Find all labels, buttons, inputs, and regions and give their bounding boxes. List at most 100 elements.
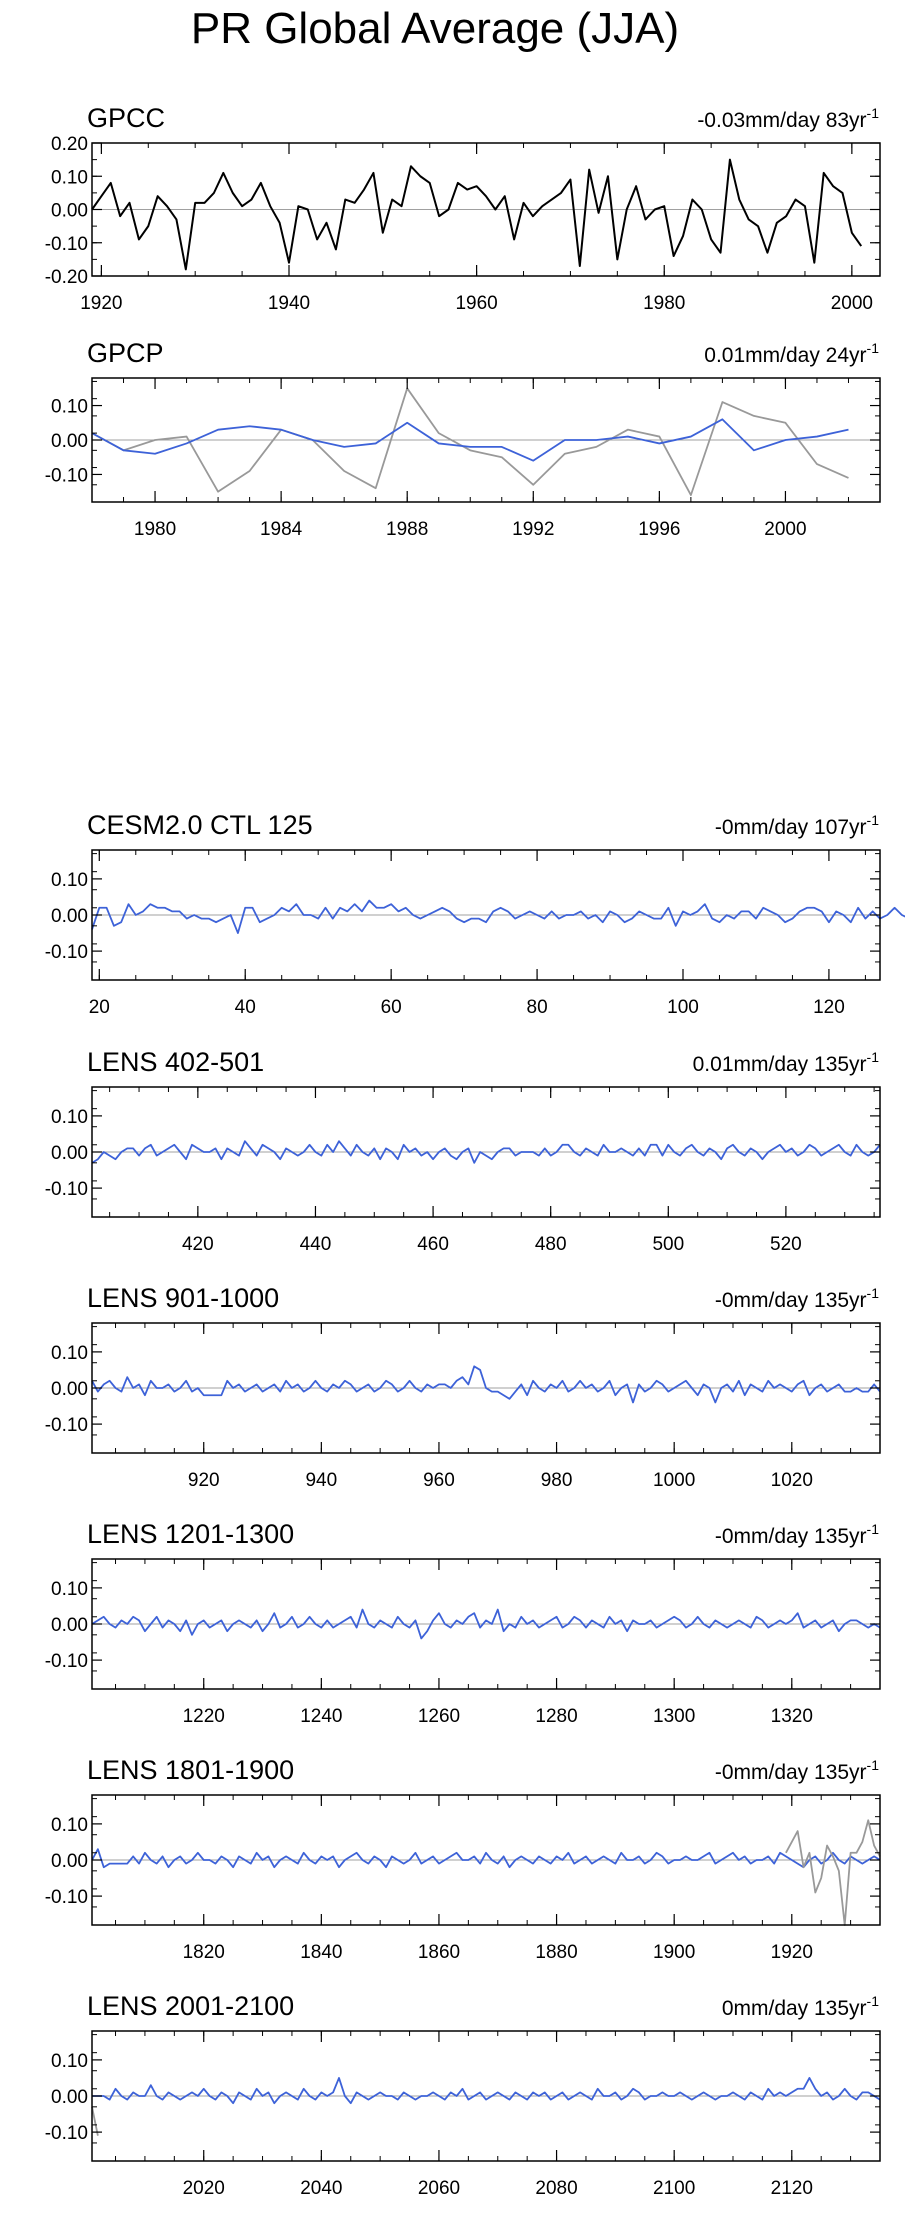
x-tick-label: 1320 [771,1706,813,1727]
y-tick-label: 0.10 [51,1107,88,1128]
series-line-0 [91,158,863,271]
y-tick-label: -0.10 [45,1415,88,1436]
y-tick-label: 0.10 [51,2051,88,2072]
trend-value: -0mm/day 107yr [715,816,867,839]
series-line-0 [91,1608,881,1640]
x-tick-label: 80 [527,997,548,1018]
x-tick-label: 1220 [183,1706,225,1727]
trend-value: -0mm/day 135yr [715,1289,867,1312]
x-tick-label: 1900 [653,1942,695,1963]
x-tick-label: 960 [423,1470,455,1491]
y-tick-label: -0.10 [45,234,88,255]
y-tick-label: -0.10 [45,942,88,963]
x-tick-label: 40 [235,997,256,1018]
panel-title: GPCP [87,338,164,368]
panel-2: CESM2.0 CTL 125 -0mm/day 107yr-1 0.10 0.00 -… [45,810,905,1018]
trend-value: 0mm/day 135yr [722,1997,867,2020]
x-tick-label: 1960 [455,293,497,314]
trend-exponent: -1 [867,1757,880,1773]
x-tick-label: 2060 [418,2178,460,2199]
x-tick-label: 520 [770,1234,802,1255]
x-tick-label: 1000 [653,1470,695,1491]
x-tick-label: 2000 [764,519,806,540]
trend-exponent: -1 [867,340,880,356]
y-tick-label: -0.20 [45,267,88,288]
y-tick-label: 0.10 [51,1343,88,1364]
x-tick-label: 1840 [300,1942,342,1963]
x-tick-label: 1980 [134,519,176,540]
panel-5: LENS 1201-1300 -0mm/day 135yr-1 0.10 0.00 -0… [45,1519,881,1727]
x-tick-label: 1920 [80,293,122,314]
x-tick-label: 1020 [771,1470,813,1491]
x-tick-label: 120 [813,997,845,1018]
trend-exponent: -1 [867,1285,880,1301]
x-tick-label: 100 [667,997,699,1018]
y-tick-label: -0.10 [45,1651,88,1672]
x-tick-label: 2020 [183,2178,225,2199]
panel-title: LENS 1801-1900 [87,1755,294,1785]
trend-label: -0mm/day 135yr-1 [715,1757,879,1784]
panel-title: LENS 1201-1300 [87,1519,294,1549]
x-tick-label: 1992 [512,519,554,540]
x-tick-label: 1940 [268,293,310,314]
series-line-0 [92,2077,881,2105]
trend-label: -0mm/day 135yr-1 [715,1285,879,1312]
y-tick-label: -0.10 [45,1887,88,1908]
y-tick-label: 0.10 [51,870,88,891]
panel-title: LENS 402-501 [87,1047,264,1077]
y-tick-label: 0.00 [51,1379,88,1400]
x-tick-label: 2100 [653,2178,695,2199]
page-title: PR Global Average (JJA) [191,4,679,53]
x-tick-label: 460 [417,1234,449,1255]
y-tick-label: 0.00 [51,2087,88,2108]
series-line-0 [91,1140,881,1164]
trend-label: -0mm/day 107yr-1 [715,812,879,839]
trend-label: 0mm/day 135yr-1 [722,1993,879,2020]
series-line-1 [91,2106,99,2136]
y-tick-label: 0.00 [51,201,88,222]
panel-6: LENS 1801-1900 -0mm/day 135yr-1 0.10 0.00 -0… [45,1755,881,1963]
x-tick-label: 2120 [771,2178,813,2199]
y-tick-label: 0.00 [51,1143,88,1164]
panel-title: LENS 901-1000 [87,1283,279,1313]
trend-exponent: -1 [867,1993,880,2009]
panel-1: GPCP 0.01mm/day 24yr-1 0.10 0.00 -0.10 1980 19… [45,338,881,540]
trend-exponent: -1 [867,1521,880,1537]
y-tick-label: 0.00 [51,1851,88,1872]
y-tick-label: 0.10 [51,1579,88,1600]
series-line-0 [91,1848,881,1869]
x-tick-label: 1820 [183,1942,225,1963]
panel-7: LENS 2001-2100 0mm/day 135yr-1 0.10 0.00 -0.… [45,1991,881,2199]
trend-exponent: -1 [867,105,880,121]
panel-title: LENS 2001-2100 [87,1991,294,2021]
y-tick-label: 0.10 [51,167,88,188]
trend-value: 0.01mm/day 135yr [693,1053,867,1076]
trend-value: 0.01mm/day 24yr [704,344,866,367]
y-tick-label: -0.10 [45,1179,88,1200]
x-tick-label: 1240 [300,1706,342,1727]
x-tick-label: 2040 [300,2178,342,2199]
panel-title: GPCC [87,103,165,133]
panel-0: GPCC -0.03mm/day 83yr-1 0.20 0.10 0.00 -0.10 -… [45,103,881,314]
x-tick-label: 2000 [831,293,873,314]
x-tick-label: 1880 [535,1942,577,1963]
x-tick-label: 1280 [535,1706,577,1727]
series-line-0 [91,387,849,497]
y-tick-label: -0.10 [45,2123,88,2144]
series-line-0 [91,899,905,934]
x-tick-label: 20 [89,997,110,1018]
x-tick-label: 1984 [260,519,303,540]
trend-label: -0.03mm/day 83yr-1 [697,105,879,132]
x-tick-label: 920 [188,1470,220,1491]
y-tick-label: 0.00 [51,431,88,452]
x-tick-label: 1980 [643,293,685,314]
panel-title: CESM2.0 CTL 125 [87,810,313,840]
series-line-1 [91,418,849,462]
trend-exponent: -1 [867,812,880,828]
y-tick-label: 0.00 [51,1615,88,1636]
trend-exponent: -1 [867,1049,880,1065]
trend-label: 0.01mm/day 24yr-1 [704,340,879,367]
x-tick-label: 1996 [638,519,680,540]
x-tick-label: 980 [541,1470,573,1491]
